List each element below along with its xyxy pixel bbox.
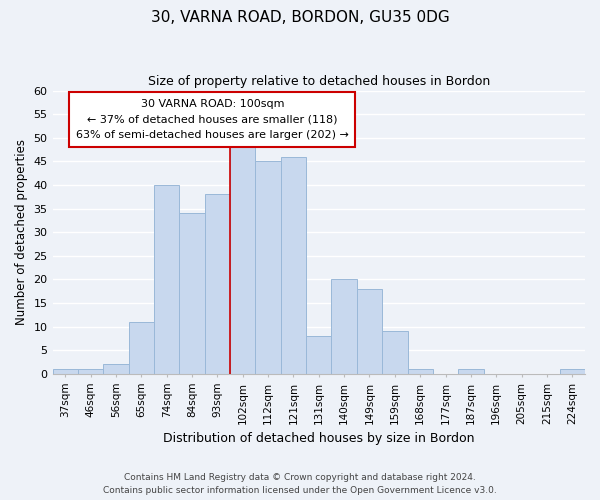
- Bar: [154, 185, 179, 374]
- Bar: [179, 214, 205, 374]
- Bar: [357, 289, 382, 374]
- Bar: [205, 194, 230, 374]
- Bar: [331, 280, 357, 374]
- Bar: [230, 147, 256, 374]
- Bar: [53, 369, 78, 374]
- Title: Size of property relative to detached houses in Bordon: Size of property relative to detached ho…: [148, 75, 490, 88]
- Bar: [306, 336, 331, 374]
- Text: Contains HM Land Registry data © Crown copyright and database right 2024.
Contai: Contains HM Land Registry data © Crown c…: [103, 473, 497, 495]
- X-axis label: Distribution of detached houses by size in Bordon: Distribution of detached houses by size …: [163, 432, 475, 445]
- Bar: [407, 369, 433, 374]
- Bar: [458, 369, 484, 374]
- Text: 30, VARNA ROAD, BORDON, GU35 0DG: 30, VARNA ROAD, BORDON, GU35 0DG: [151, 10, 449, 25]
- Y-axis label: Number of detached properties: Number of detached properties: [15, 139, 28, 325]
- Bar: [256, 162, 281, 374]
- Bar: [128, 322, 154, 374]
- Bar: [78, 369, 103, 374]
- Bar: [382, 332, 407, 374]
- Bar: [560, 369, 585, 374]
- Bar: [103, 364, 128, 374]
- Text: 30 VARNA ROAD: 100sqm
← 37% of detached houses are smaller (118)
63% of semi-det: 30 VARNA ROAD: 100sqm ← 37% of detached …: [76, 99, 349, 140]
- Bar: [281, 156, 306, 374]
